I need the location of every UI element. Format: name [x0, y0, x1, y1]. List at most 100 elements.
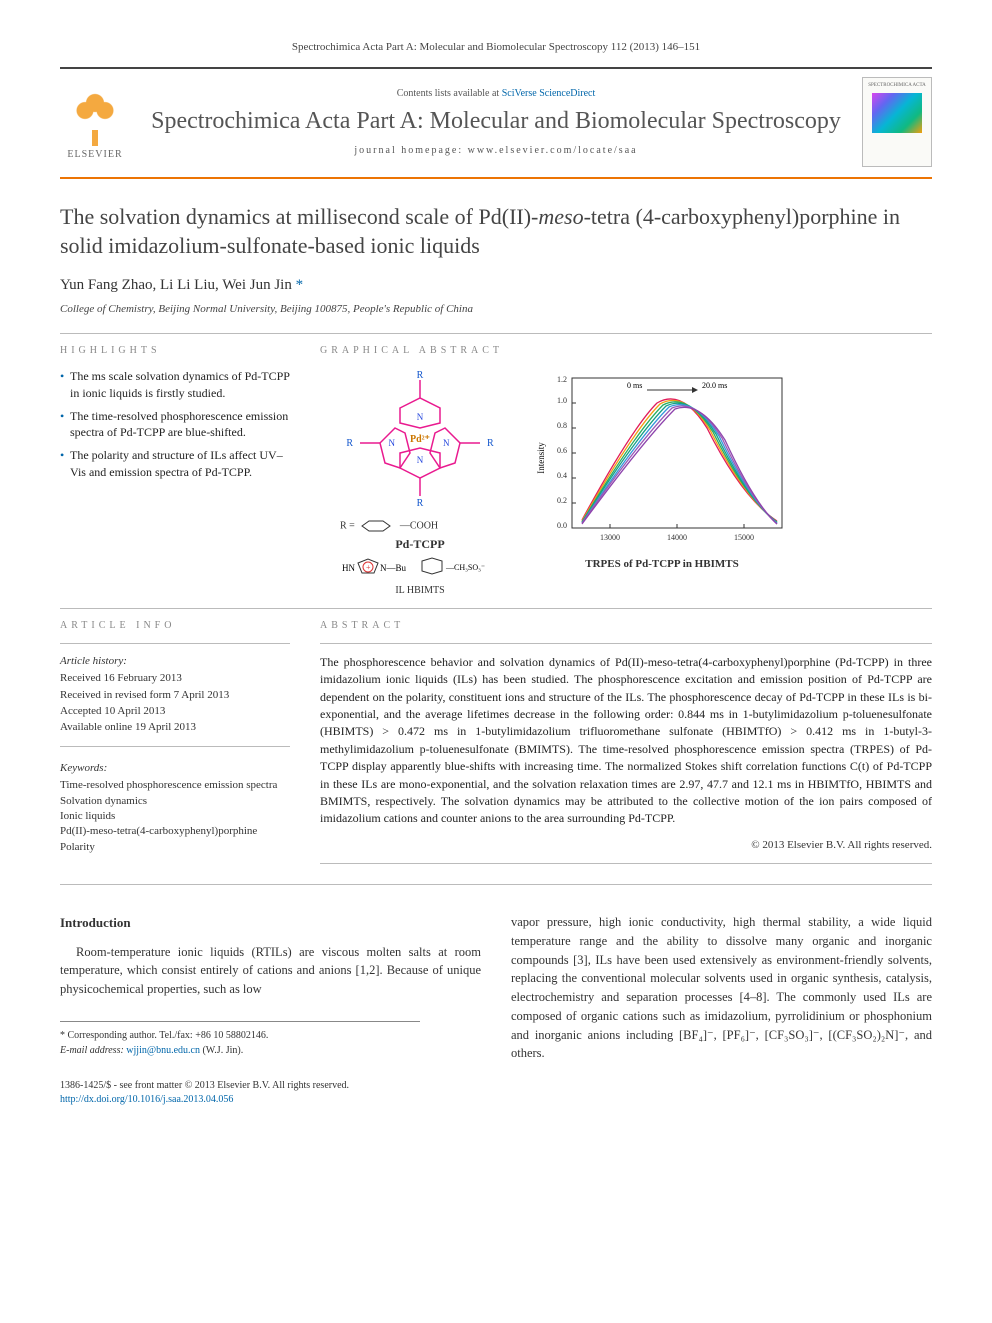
svg-text:15000: 15000	[734, 533, 754, 542]
svg-text:R: R	[417, 370, 424, 381]
doi-link[interactable]: http://dx.doi.org/10.1016/j.saa.2013.04.…	[60, 1094, 233, 1105]
graphical-abstract-column: GRAPHICAL ABSTRACT	[320, 344, 932, 598]
svg-text:R: R	[487, 438, 494, 449]
svg-text:Intensity: Intensity	[536, 442, 546, 474]
divider	[60, 746, 290, 747]
keyword: Ionic liquids	[60, 809, 290, 824]
svg-text:1.0: 1.0	[557, 396, 567, 405]
intro-para-left: Room-temperature ionic liquids (RTILs) a…	[60, 943, 481, 999]
abstract-label: ABSTRACT	[320, 619, 932, 633]
homepage-line[interactable]: journal homepage: www.elsevier.com/locat…	[146, 144, 846, 158]
svg-text:R: R	[346, 438, 353, 449]
corr-footnote: * Corresponding author. Tel./fax: +86 10…	[60, 1028, 420, 1043]
footnote-area: * Corresponding author. Tel./fax: +86 10…	[60, 1021, 420, 1058]
title-pre: The solvation dynamics at millisecond sc…	[60, 204, 538, 229]
footer: 1386-1425/$ - see front matter © 2013 El…	[60, 1079, 932, 1107]
authors-names: Yun Fang Zhao, Li Li Liu, Wei Jun Jin	[60, 277, 292, 293]
porphyrin-structure: R R R R N N N N Pd²⁺	[325, 368, 515, 518]
email-name: (W.J. Jin).	[202, 1045, 243, 1056]
intro-heading: Introduction	[60, 913, 481, 933]
svg-text:N—Bu: N—Bu	[380, 563, 407, 573]
trpes-chart: 0.0 0.2 0.4 0.6 0.8 1.0 1.2 13000 14000 …	[532, 368, 792, 548]
cover-small-title: SPECTROCHIMICA ACTA	[868, 82, 926, 89]
intro-left-column: Introduction Room-temperature ionic liqu…	[60, 913, 481, 1063]
chart-caption: TRPES of Pd-TCPP in HBIMTS	[532, 557, 792, 572]
keyword: Polarity	[60, 840, 290, 855]
ga-chart-panel: 0.0 0.2 0.4 0.6 0.8 1.0 1.2 13000 14000 …	[532, 368, 792, 573]
svg-text:0.6: 0.6	[557, 446, 567, 455]
highlights-list: The ms scale solvation dynamics of Pd-TC…	[60, 368, 290, 481]
svg-text:N: N	[389, 438, 396, 448]
abstract-column: ABSTRACT The phosphorescence behavior an…	[320, 619, 932, 874]
divider	[320, 863, 932, 864]
divider	[60, 643, 290, 644]
svg-text:N: N	[417, 412, 424, 422]
svg-text:0.8: 0.8	[557, 421, 567, 430]
highlights-ga-row: HIGHLIGHTS The ms scale solvation dynami…	[60, 344, 932, 598]
keyword: Solvation dynamics	[60, 794, 290, 809]
svg-text:HN: HN	[342, 563, 355, 573]
svg-text:R: R	[417, 498, 424, 509]
intro-right-column: vapor pressure, high ionic conductivity,…	[511, 913, 932, 1063]
history-heading: Article history:	[60, 654, 290, 669]
svg-text:0.4: 0.4	[557, 471, 567, 480]
svg-text:1.2: 1.2	[557, 375, 567, 384]
keyword: Pd(II)-meso-tetra(4-carboxyphenyl)porphi…	[60, 824, 290, 839]
r-group-line: R = —COOH	[320, 518, 520, 534]
online-date: Available online 19 April 2013	[60, 720, 290, 735]
cover-gradient-icon	[872, 93, 922, 133]
authors-line: Yun Fang Zhao, Li Li Liu, Wei Jun Jin *	[60, 275, 932, 296]
highlights-label: HIGHLIGHTS	[60, 344, 290, 358]
svg-text:0.0: 0.0	[557, 521, 567, 530]
svg-text:0.2: 0.2	[557, 496, 567, 505]
corr-marker[interactable]: *	[296, 277, 304, 293]
il-line: HN + N—Bu —CH₃SO₃⁻ IL HBIMTS	[320, 557, 520, 598]
copyright-line: © 2013 Elsevier B.V. All rights reserved…	[320, 838, 932, 853]
email-label: E-mail address:	[60, 1045, 124, 1056]
elsevier-tree-icon	[70, 88, 120, 138]
highlight-item: The ms scale solvation dynamics of Pd-TC…	[60, 368, 290, 402]
journal-header: ELSEVIER Contents lists available at Sci…	[60, 67, 932, 179]
revised-date: Received in revised form 7 April 2013	[60, 688, 290, 703]
affiliation: College of Chemistry, Beijing Normal Uni…	[60, 302, 932, 317]
article-title: The solvation dynamics at millisecond sc…	[60, 203, 932, 260]
article-info-column: ARTICLE INFO Article history: Received 1…	[60, 619, 290, 874]
divider	[320, 643, 932, 644]
cooh-label: —COOH	[400, 520, 438, 531]
abstract-text: The phosphorescence behavior and solvati…	[320, 654, 932, 828]
svg-text:N: N	[417, 455, 424, 465]
contents-prefix: Contents lists available at	[397, 88, 502, 99]
svg-text:20.0 ms: 20.0 ms	[702, 381, 727, 390]
email-line: E-mail address: wjjin@bnu.edu.cn (W.J. J…	[60, 1043, 420, 1058]
graphical-abstract: R R R R N N N N Pd²⁺ R = —COOH	[320, 368, 932, 598]
elsevier-logo: ELSEVIER	[60, 82, 130, 162]
accepted-date: Accepted 10 April 2013	[60, 704, 290, 719]
structure-label: Pd-TCPP	[320, 536, 520, 553]
journal-name: Spectrochimica Acta Part A: Molecular an…	[146, 107, 846, 136]
email-link[interactable]: wjjin@bnu.edu.cn	[126, 1045, 200, 1056]
svg-text:13000: 13000	[600, 533, 620, 542]
highlight-item: The polarity and structure of ILs affect…	[60, 447, 290, 481]
graphical-abstract-label: GRAPHICAL ABSTRACT	[320, 344, 932, 358]
divider	[60, 884, 932, 885]
r-equals: R =	[340, 520, 355, 531]
contents-line: Contents lists available at SciVerse Sci…	[146, 87, 846, 101]
info-abstract-row: ARTICLE INFO Article history: Received 1…	[60, 619, 932, 874]
journal-cover-thumb: SPECTROCHIMICA ACTA	[862, 77, 932, 167]
svg-text:—CH₃SO₃⁻: —CH₃SO₃⁻	[445, 563, 485, 572]
header-center: Contents lists available at SciVerse Sci…	[146, 87, 846, 158]
intro-section: Introduction Room-temperature ionic liqu…	[60, 913, 932, 1063]
svg-text:14000: 14000	[667, 533, 687, 542]
keywords-block: Keywords: Time-resolved phosphorescence …	[60, 761, 290, 855]
divider	[60, 333, 932, 334]
svg-text:N: N	[443, 438, 450, 448]
ga-structure-panel: R R R R N N N N Pd²⁺ R = —COOH	[320, 368, 520, 598]
keywords-heading: Keywords:	[60, 761, 290, 776]
sciencedirect-link[interactable]: SciVerse ScienceDirect	[502, 88, 596, 99]
keyword: Time-resolved phosphorescence emission s…	[60, 778, 290, 793]
received-date: Received 16 February 2013	[60, 671, 290, 686]
svg-text:Pd²⁺: Pd²⁺	[410, 434, 430, 445]
publisher-label: ELSEVIER	[67, 148, 122, 162]
footer-copyright: 1386-1425/$ - see front matter © 2013 El…	[60, 1079, 932, 1093]
article-history: Article history: Received 16 February 20…	[60, 654, 290, 736]
